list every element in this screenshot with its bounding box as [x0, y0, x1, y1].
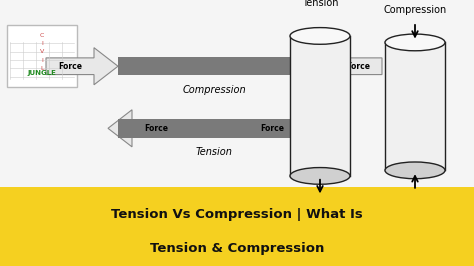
Text: Tension Vs Compression | What Is: Tension Vs Compression | What Is: [111, 208, 363, 221]
Text: I: I: [41, 57, 43, 63]
Polygon shape: [248, 110, 320, 147]
Ellipse shape: [385, 162, 445, 179]
Text: Compression: Compression: [182, 85, 246, 95]
Bar: [290, 36, 350, 176]
FancyBboxPatch shape: [7, 25, 77, 87]
Text: Force: Force: [144, 124, 168, 133]
Polygon shape: [46, 48, 118, 85]
Text: V: V: [40, 49, 44, 54]
Ellipse shape: [290, 168, 350, 184]
Text: Tension: Tension: [302, 0, 338, 8]
Polygon shape: [108, 110, 180, 147]
Text: C: C: [40, 32, 44, 38]
Text: JUNGLE: JUNGLE: [27, 70, 56, 76]
Ellipse shape: [290, 28, 350, 44]
Text: Tension & Compression: Tension & Compression: [150, 242, 324, 255]
Bar: [118, 57, 310, 76]
Bar: [332, 36, 350, 176]
Text: L: L: [40, 66, 44, 71]
Text: Compression: Compression: [383, 5, 447, 15]
Text: Force: Force: [58, 62, 82, 71]
Bar: [118, 119, 310, 138]
Bar: [0, 187, 474, 266]
Bar: [385, 43, 445, 170]
Text: I: I: [41, 41, 43, 46]
Polygon shape: [310, 48, 382, 85]
Ellipse shape: [385, 34, 445, 51]
Text: Force: Force: [346, 62, 370, 71]
Text: Force: Force: [260, 124, 284, 133]
Bar: [427, 43, 445, 170]
Text: Tension: Tension: [196, 147, 232, 157]
